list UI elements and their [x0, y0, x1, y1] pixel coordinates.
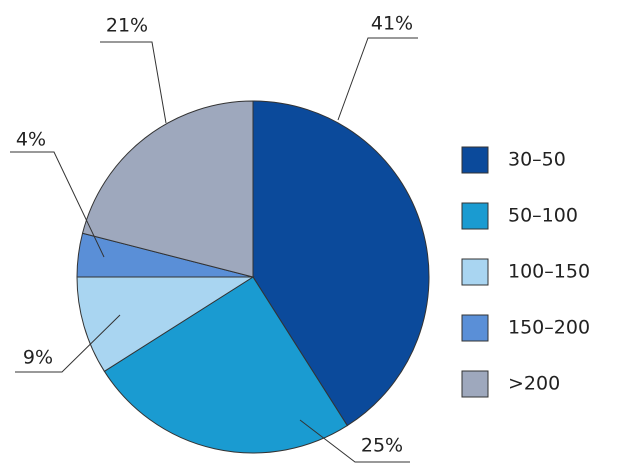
legend-swatch: [461, 314, 489, 342]
leader-line: [10, 151, 105, 258]
pie-slice: [252, 100, 430, 427]
legend-swatch: [461, 146, 489, 174]
legend-label: 30–50: [508, 149, 566, 171]
legend-swatch: [461, 202, 489, 230]
data-label: 21%: [106, 15, 148, 37]
leader-line: [100, 41, 167, 124]
legend-label: >200: [508, 373, 560, 395]
data-label: 25%: [361, 435, 403, 457]
data-label: 4%: [16, 129, 46, 151]
data-label: 9%: [23, 347, 53, 369]
leader-line: [15, 314, 121, 373]
pie-slice: [76, 276, 255, 372]
legend-label: 50–100: [508, 205, 578, 227]
legend-label: 100–150: [508, 261, 590, 283]
leader-line: [337, 37, 418, 121]
legend-label: 150–200: [508, 317, 590, 339]
leader-line: [299, 419, 410, 463]
legend-swatch: [461, 370, 489, 398]
data-label: 41%: [371, 13, 413, 35]
pie-slice: [81, 100, 254, 278]
pie-slice: [103, 276, 348, 454]
legend-swatch: [461, 258, 489, 286]
